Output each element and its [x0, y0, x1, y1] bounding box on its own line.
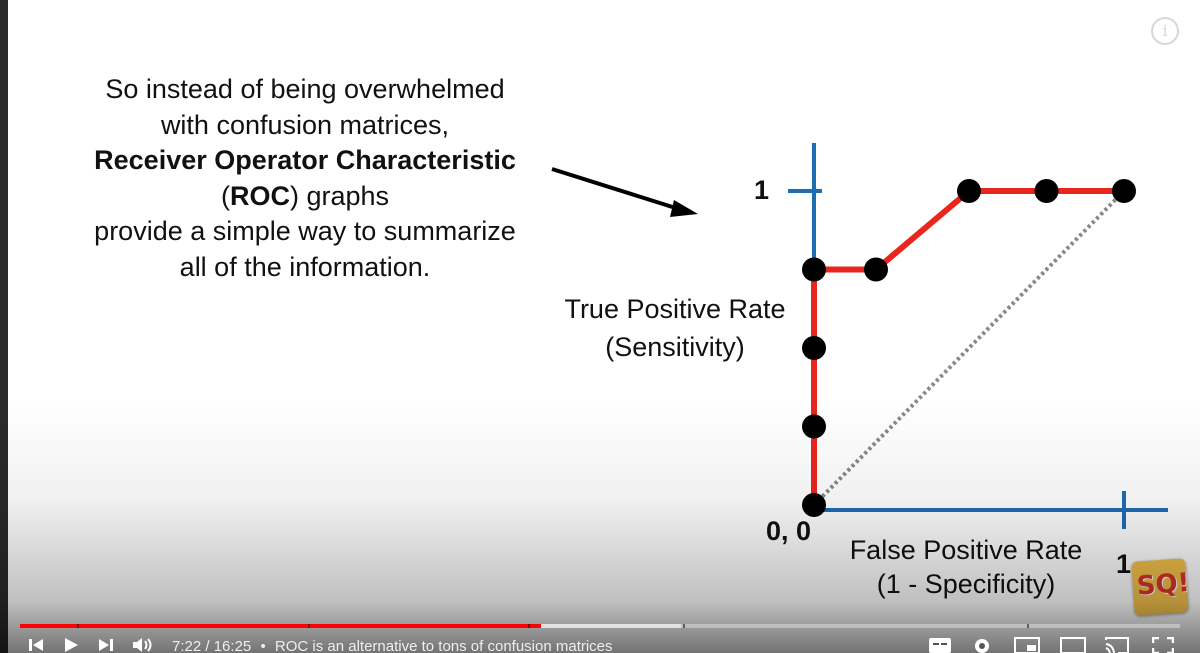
caption-line: with confusion matrices,	[40, 108, 570, 144]
x-axis-label-line2: (1 - Specificity)	[876, 569, 1056, 599]
y-tick-1: 1	[754, 175, 770, 205]
slide-caption: So instead of being overwhelmed with conf…	[40, 72, 570, 285]
chapter-marker	[528, 624, 530, 628]
caption-text: with confusion matrices,	[160, 109, 450, 140]
roc-point	[864, 257, 888, 282]
chapter-marker	[77, 624, 79, 628]
title-bullet: •	[260, 638, 266, 653]
miniplayer-icon[interactable]	[1014, 637, 1040, 653]
random-classifier-line	[812, 189, 1126, 507]
fullscreen-icon[interactable]	[1152, 637, 1174, 653]
chapter-marker	[308, 624, 310, 628]
caption-line: all of the information.	[40, 250, 570, 286]
roc-point	[802, 414, 826, 439]
play-icon[interactable]	[62, 637, 80, 653]
cast-icon[interactable]	[1104, 637, 1130, 653]
time-display: 7:22 / 16:25 • ROC is an alternative to …	[172, 638, 613, 653]
theater-icon[interactable]	[1060, 637, 1086, 653]
channel-logo: SQ!	[1131, 558, 1191, 616]
roc-point	[802, 257, 826, 282]
origin-label: 0, 0	[766, 516, 812, 546]
caption-text: Receiver Operator Characteristic	[94, 145, 516, 175]
roc-point	[1112, 179, 1136, 203]
x-tick-1: 1	[1116, 549, 1132, 579]
y-axis-label-line1: True Positive Rate	[564, 294, 786, 324]
caption-text: (	[220, 180, 230, 211]
arrow-icon	[551, 167, 698, 217]
time-separator: /	[205, 638, 210, 653]
roc-point	[1034, 179, 1059, 203]
volume-icon[interactable]	[132, 637, 156, 653]
frame-edge	[0, 0, 8, 653]
progress-bar[interactable]	[20, 624, 1180, 628]
caption-text: ) graphs	[289, 180, 390, 211]
settings-icon[interactable]	[972, 637, 992, 653]
roc-point	[802, 493, 826, 517]
caption-text: So instead of being overwhelmed	[105, 74, 505, 104]
chapter-marker	[1027, 624, 1029, 628]
roc-point	[957, 179, 981, 203]
subtitles-icon[interactable]	[928, 637, 952, 653]
caption-text: ROC	[229, 180, 290, 211]
x-axis-label-line1: False Positive Rate	[849, 535, 1083, 565]
current-time: 7:22	[172, 638, 202, 653]
caption-line: (ROC) graphs	[40, 179, 570, 215]
chapter-title[interactable]: ROC is an alternative to tons of confusi…	[274, 638, 613, 653]
progress-played	[20, 624, 541, 628]
chapter-marker	[683, 624, 685, 628]
caption-line: So instead of being overwhelmed	[40, 72, 570, 108]
caption-text: all of the information.	[179, 251, 431, 282]
caption-text: provide a simple way to summarize	[94, 216, 516, 246]
caption-line: provide a simple way to summarize	[40, 214, 570, 250]
caption-line: Receiver Operator Characteristic	[40, 143, 570, 179]
previous-icon[interactable]	[28, 637, 44, 653]
y-axis-label-line2: (Sensitivity)	[605, 332, 745, 362]
roc-point	[802, 336, 826, 360]
next-icon[interactable]	[98, 637, 114, 653]
info-icon[interactable]: i	[1151, 17, 1179, 45]
duration: 16:25	[213, 638, 252, 653]
